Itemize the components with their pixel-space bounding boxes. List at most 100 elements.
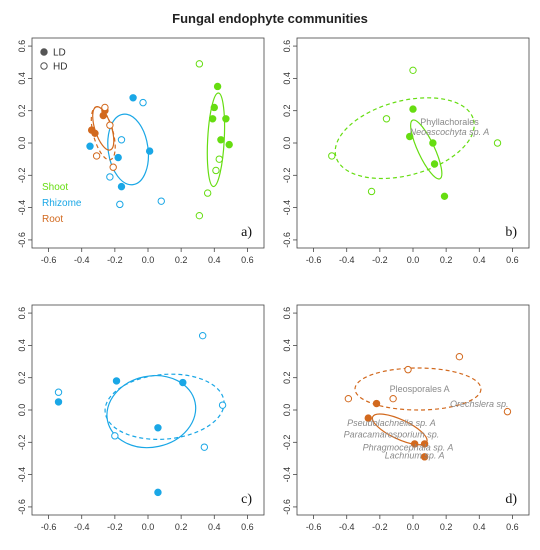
- x-tick-label: 0.6: [241, 255, 254, 265]
- ld-shoot-point: [225, 140, 233, 149]
- x-tick-label: -0.6: [41, 255, 57, 265]
- ld-rhizome-point: [145, 147, 154, 155]
- x-tick-label: 0.4: [208, 255, 221, 265]
- hd-rhizome-point: [106, 173, 114, 181]
- ld-root-point: [420, 453, 429, 461]
- x-tick-label: 0.2: [440, 522, 453, 532]
- ld-rhizome-ellipse: [106, 375, 197, 449]
- x-tick-label: 0.6: [506, 255, 519, 265]
- x-tick-label: -0.6: [41, 522, 57, 532]
- y-tick-label: 0.6: [282, 307, 292, 320]
- x-tick-label: 0.0: [142, 522, 155, 532]
- legend: LD HD Shoot Rhizome Root: [40, 48, 82, 225]
- shoot-legend-label: Shoot: [42, 182, 68, 193]
- panel-c: -0.6 -0.4 -0.2 0.0 0.2 0.4 0.6 -0.6 -0.4 -0.2 0.0 0…: [17, 304, 265, 532]
- ld-rhizome-point: [86, 142, 94, 150]
- y-tick-label: -0.4: [17, 200, 27, 216]
- hd-rhizome-ellipse: [104, 373, 225, 440]
- x-tick-label: 0.0: [407, 255, 420, 265]
- y-tick-label: 0.4: [282, 339, 292, 352]
- x-tick-label: 0.4: [473, 522, 486, 532]
- x-tick-label: -0.4: [339, 255, 355, 265]
- ld-rhizome-ellipse: [107, 113, 150, 186]
- y-tick-label: -0.2: [282, 168, 292, 184]
- y-tick-label: -0.4: [282, 200, 292, 216]
- x-tick-label: 0.0: [142, 255, 155, 265]
- species-annotation: Pleosporales A: [390, 384, 450, 394]
- panel-label: a): [241, 225, 252, 240]
- hd-root-ellipse: [354, 367, 482, 411]
- hd-shoot-point: [195, 60, 204, 68]
- species-annotation: Phragmocephala sp. A: [363, 442, 454, 452]
- hd-root-point: [344, 394, 353, 403]
- species-annotation: Orechslera sp.: [450, 399, 509, 409]
- plot-frame: [31, 304, 265, 516]
- panel-d: -0.6 -0.4 -0.2 0.0 0.2 0.4 0.6 -0.6 -0.4 -0.2 0.0 0…: [282, 304, 530, 532]
- hd-rhizome-point: [54, 388, 63, 396]
- y-tick-label: 0.2: [17, 104, 27, 117]
- hd-legend-marker: [40, 62, 48, 70]
- x-tick-label: -0.4: [74, 255, 90, 265]
- hd-root-point: [101, 103, 109, 112]
- rhizome-legend-label: Rhizome: [42, 198, 82, 209]
- species-annotation: Paracamarosporium sp.: [344, 429, 440, 439]
- hd-shoot-point: [493, 139, 502, 147]
- y-tick-label: 0.6: [17, 40, 27, 53]
- y-tick-label: 0.0: [17, 404, 27, 417]
- panel-b: -0.6 -0.4 -0.2 0.0 0.2 0.4 0.6 -0.6 -0.4 -0.2 0.0 0…: [282, 37, 530, 265]
- ld-shoot-point: [405, 132, 414, 141]
- hd-rhizome-point: [139, 98, 147, 107]
- x-tick-label: -0.4: [74, 522, 90, 532]
- y-tick-label: -0.6: [282, 499, 292, 515]
- y-tick-label: -0.6: [17, 499, 27, 515]
- ld-shoot-point: [217, 136, 225, 144]
- hd-rhizome-point: [111, 432, 119, 440]
- ld-root-point: [420, 440, 429, 448]
- x-tick-label: 0.2: [175, 522, 188, 532]
- ld-legend-marker: [40, 48, 48, 56]
- ld-shoot-point: [440, 192, 449, 201]
- hd-rhizome-point: [198, 331, 207, 340]
- y-tick-label: -0.4: [17, 467, 27, 483]
- y-tick-label: 0.0: [282, 404, 292, 417]
- y-tick-label: 0.6: [17, 307, 27, 320]
- hd-legend-label: HD: [53, 62, 67, 73]
- y-tick-label: 0.4: [282, 72, 292, 85]
- hd-shoot-point: [409, 66, 417, 75]
- y-tick-label: -0.2: [282, 435, 292, 451]
- ld-shoot-point: [208, 115, 217, 123]
- ld-shoot-point: [409, 105, 417, 113]
- y-tick-label: -0.6: [282, 232, 292, 248]
- hd-rhizome-point: [116, 200, 124, 209]
- x-tick-label: -0.2: [107, 522, 123, 532]
- x-tick-label: -0.6: [306, 522, 322, 532]
- x-tick-label: 0.0: [407, 522, 420, 532]
- panel-a: -0.6 -0.4 -0.2 0.0 0.2 0.4 0.6 -0.6 -0.4 -0.2 0.0 0…: [17, 37, 265, 265]
- y-tick-label: 0.4: [17, 339, 27, 352]
- panel-label: d): [505, 492, 517, 507]
- x-tick-label: 0.6: [506, 522, 519, 532]
- ld-rhizome-point: [112, 377, 121, 385]
- hd-rhizome-point: [117, 136, 126, 144]
- hd-shoot-point: [215, 155, 223, 163]
- species-annotation: Lachnum sp. A: [385, 450, 445, 460]
- y-tick-label: -0.2: [17, 168, 27, 184]
- hd-rhizome-point: [157, 197, 165, 205]
- hd-root-point: [389, 394, 397, 403]
- species-annotation: Pseudolachnella sp. A: [347, 418, 436, 428]
- x-tick-label: -0.6: [306, 255, 322, 265]
- ld-rhizome-point: [114, 153, 122, 162]
- hd-root-point: [404, 365, 412, 374]
- ld-rhizome-point: [154, 488, 162, 497]
- ld-root-point: [99, 111, 107, 120]
- panel-label: c): [241, 492, 252, 507]
- root-legend-label: Root: [42, 214, 63, 225]
- x-tick-label: -0.2: [107, 255, 123, 265]
- ld-root-point: [91, 129, 99, 138]
- y-tick-label: 0.2: [282, 371, 292, 384]
- ld-rhizome-point: [54, 398, 63, 406]
- ld-root-point: [410, 440, 419, 448]
- ld-shoot-point: [213, 82, 222, 91]
- ld-rhizome-point: [179, 378, 187, 387]
